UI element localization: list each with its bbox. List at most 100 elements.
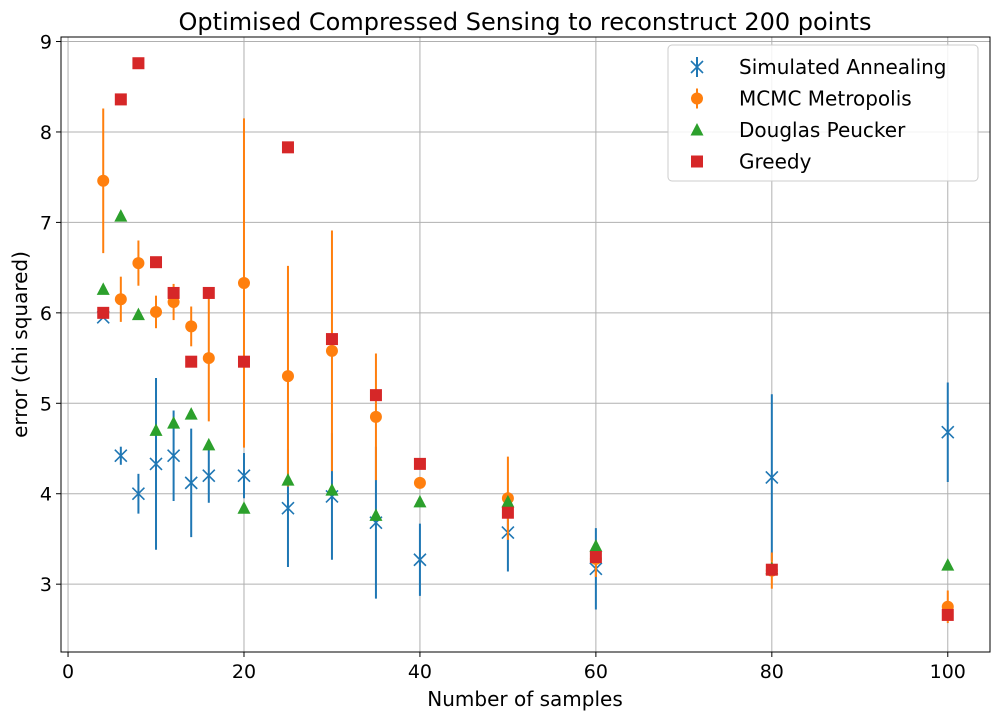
series-greedy	[97, 57, 954, 621]
data-point	[114, 93, 127, 106]
y-axis-label: error (chi squared)	[8, 251, 32, 438]
data-point	[369, 389, 382, 402]
y-tick-label: 5	[40, 393, 52, 415]
data-point	[131, 487, 145, 501]
data-point	[167, 295, 180, 308]
data-point	[202, 352, 215, 365]
data-point	[167, 449, 181, 463]
data-point	[589, 551, 602, 564]
x-tick-label: 80	[760, 661, 784, 683]
data-point	[184, 407, 198, 420]
marker-stroke	[413, 553, 427, 567]
x-tick-label: 0	[62, 661, 74, 683]
data-point	[97, 174, 110, 187]
axes-frame	[60, 36, 991, 653]
data-point	[413, 457, 426, 470]
data-point	[237, 501, 251, 514]
ticks: 0 20 40 60 80 100 3 4 5 6 7 8 9	[40, 32, 966, 683]
legend-entry: MCMC Metropolis	[691, 87, 912, 111]
legend-marker	[691, 92, 703, 105]
legend-marker	[690, 123, 704, 136]
y-tick-label: 6	[40, 303, 52, 325]
data-point	[501, 494, 515, 508]
data-point	[114, 293, 127, 306]
data-point	[413, 553, 427, 567]
data-point	[281, 473, 295, 486]
y-tick-label: 9	[40, 32, 52, 54]
marker-stroke	[941, 425, 955, 439]
marker-stroke	[690, 60, 704, 74]
data-point	[501, 506, 514, 519]
legend-label: Greedy	[739, 150, 812, 174]
y-tick-label: 4	[40, 484, 52, 506]
marker-stroke	[131, 487, 145, 501]
x-tick-label: 60	[584, 661, 608, 683]
data-layer	[96, 57, 955, 624]
marker-stroke	[184, 476, 198, 490]
data-point	[202, 286, 215, 299]
legend-entry: Simulated Annealing	[690, 55, 947, 79]
data-point	[202, 437, 216, 451]
marker-stroke	[281, 501, 295, 515]
data-point	[941, 425, 955, 439]
data-point	[237, 469, 251, 483]
marker-stroke	[237, 469, 251, 483]
marker-stroke	[114, 449, 128, 463]
data-point	[281, 370, 294, 383]
x-axis-label: Number of samples	[427, 687, 622, 711]
legend: Simulated Annealing MCMC Metropolis Dougla…	[667, 44, 979, 182]
data-point	[237, 277, 250, 289]
data-point	[167, 416, 181, 429]
data-point	[132, 57, 145, 70]
marker-stroke	[167, 449, 181, 463]
y-tick-label: 8	[40, 122, 52, 144]
data-point	[97, 306, 110, 319]
x-tick-label: 100	[930, 661, 966, 683]
data-point	[413, 494, 427, 508]
data-point	[765, 563, 778, 576]
data-point	[325, 483, 339, 496]
data-point	[589, 539, 603, 552]
data-point	[132, 257, 145, 270]
legend-label: MCMC Metropolis	[739, 87, 912, 111]
data-point	[281, 141, 294, 154]
legend-marker	[690, 60, 704, 74]
legend-marker	[691, 155, 703, 168]
data-point	[114, 209, 128, 222]
legend-entry: Douglas Peucker	[690, 118, 906, 142]
data-point	[281, 501, 295, 515]
y-tick-label: 3	[40, 574, 52, 596]
legend-entry: Greedy	[691, 150, 812, 174]
marker-stroke	[202, 469, 216, 483]
data-point	[131, 307, 145, 321]
data-point	[369, 410, 382, 423]
y-tick-label: 7	[40, 212, 52, 234]
legend-label: Simulated Annealing	[739, 55, 947, 79]
data-point	[765, 470, 779, 485]
data-point	[114, 449, 128, 463]
x-tick-label: 20	[232, 661, 256, 683]
data-point	[185, 355, 198, 368]
data-point	[941, 608, 954, 621]
data-point	[149, 423, 163, 436]
marker-stroke	[149, 457, 163, 471]
data-point	[184, 476, 198, 490]
data-point	[941, 558, 955, 571]
data-point	[149, 457, 163, 471]
data-point	[185, 320, 198, 333]
data-point	[325, 333, 338, 346]
data-point	[369, 508, 383, 521]
legend-box	[667, 44, 979, 182]
chart-title: Optimised Compressed Sensing to reconstr…	[179, 8, 872, 36]
data-point	[167, 286, 180, 299]
legend-label: Douglas Peucker	[739, 118, 906, 142]
data-point	[150, 305, 163, 318]
data-point	[237, 355, 250, 368]
data-point	[325, 344, 338, 357]
data-point	[96, 282, 110, 295]
data-point	[202, 469, 216, 483]
data-point	[150, 256, 163, 269]
x-tick-label: 40	[408, 661, 432, 683]
